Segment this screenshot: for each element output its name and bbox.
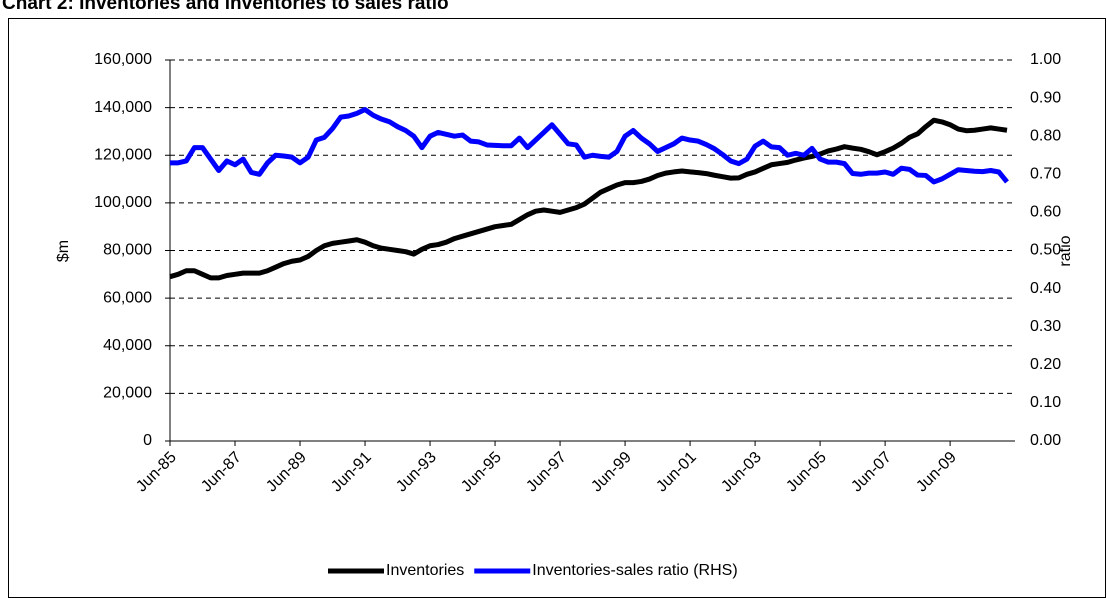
y-tick-label: 60,000 [103, 289, 152, 306]
y-tick-label: 80,000 [103, 242, 152, 259]
y-tick-label: 40,000 [103, 337, 152, 354]
y2-tick-label: 0.20 [1030, 356, 1061, 373]
series-line [170, 107, 1009, 185]
y-tick-label: 100,000 [94, 194, 152, 211]
x-tick-label: Jun-89 [263, 449, 310, 496]
chart-title: Chart 2: Inventories and inventories to … [2, 0, 449, 14]
x-tick-label: Jun-99 [588, 449, 635, 496]
y2-axis-label: ratio [1057, 235, 1074, 266]
y2-tick-label: 0.30 [1030, 318, 1061, 335]
x-tick-label: Jun-05 [783, 449, 830, 496]
y2-tick-label: 0.80 [1030, 127, 1061, 144]
y-tick-label: 160,000 [94, 51, 152, 68]
y2-tick-label: 0.00 [1030, 432, 1061, 449]
x-tick-label: Jun-03 [718, 449, 765, 496]
y2-tick-label: 1.00 [1030, 51, 1061, 68]
chart-frame [8, 18, 1106, 598]
x-tick-label: Jun-93 [393, 449, 440, 496]
x-tick-label: Jun-97 [523, 449, 570, 496]
x-tick-label: Jun-07 [848, 449, 895, 496]
x-tick-label: Jun-85 [133, 449, 180, 496]
y-tick-label: 0 [143, 432, 152, 449]
y-tick-label: 20,000 [103, 385, 152, 402]
y-tick-label: 120,000 [94, 146, 152, 163]
legend-label: Inventories-sales ratio (RHS) [532, 562, 737, 579]
y2-tick-label: 0.50 [1030, 242, 1061, 259]
series-line [169, 117, 1008, 281]
y2-tick-label: 0.60 [1030, 204, 1061, 221]
x-tick-label: Jun-91 [328, 449, 375, 496]
y-tick-label: 140,000 [94, 99, 152, 116]
legend-label: Inventories [386, 562, 464, 579]
y-axis-label: $m [55, 240, 72, 262]
x-tick-label: Jun-09 [913, 449, 960, 496]
x-tick-label: Jun-95 [458, 449, 505, 496]
x-tick-label: Jun-01 [653, 449, 700, 496]
y2-tick-label: 0.40 [1030, 280, 1061, 297]
y2-tick-label: 0.90 [1030, 89, 1061, 106]
y2-tick-label: 0.70 [1030, 166, 1061, 183]
y2-tick-label: 0.10 [1030, 394, 1061, 411]
x-tick-label: Jun-87 [198, 449, 245, 496]
